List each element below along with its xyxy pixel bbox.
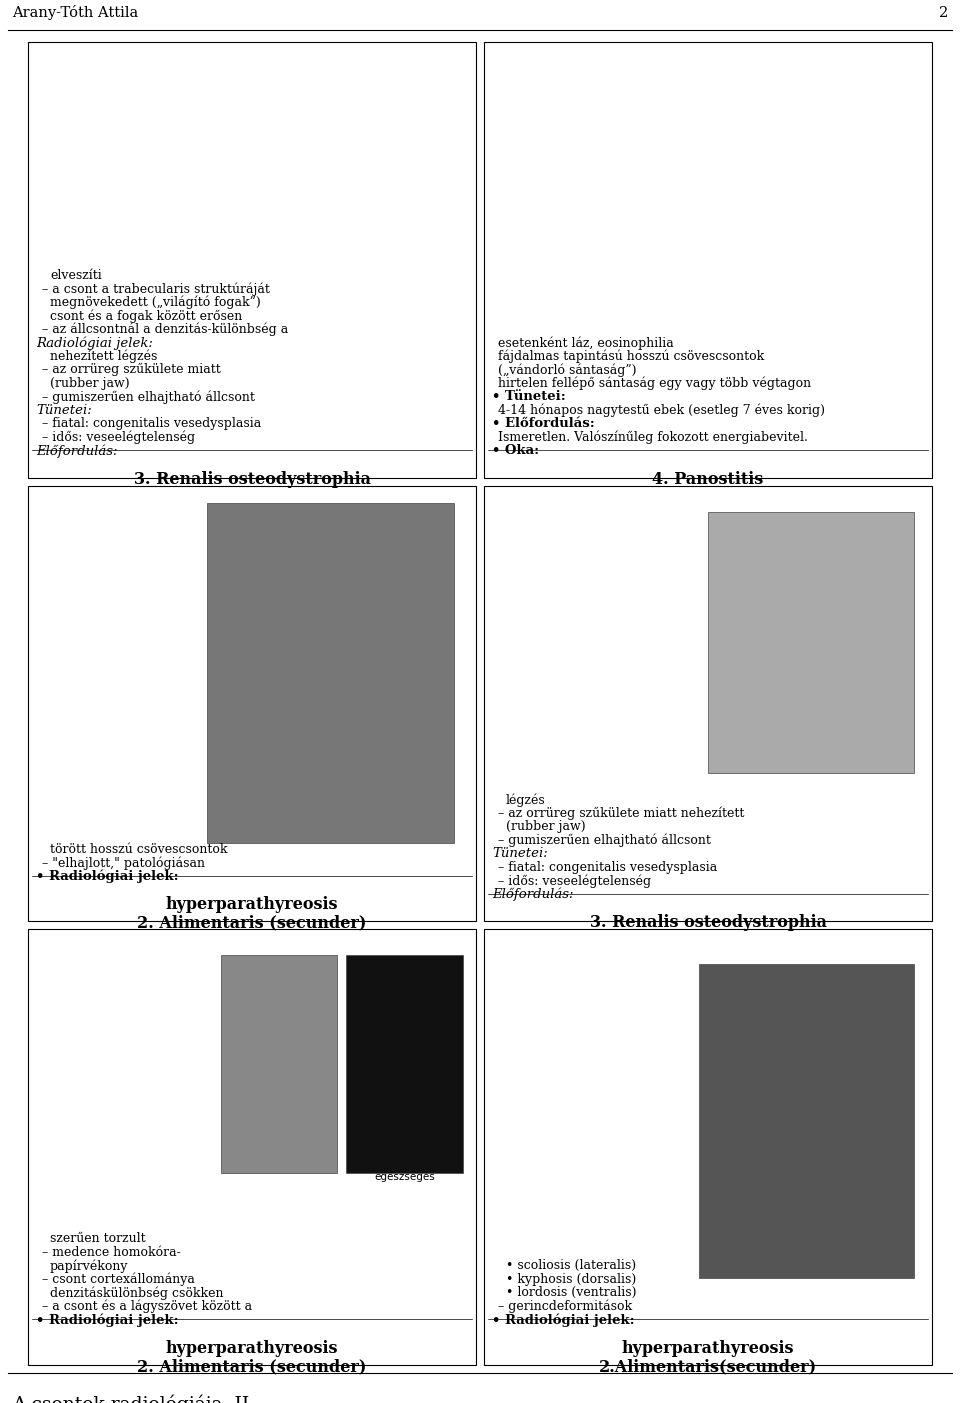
- Text: 2: 2: [939, 6, 948, 20]
- Bar: [699, 964, 914, 1278]
- Text: papírvékony: papírvékony: [50, 1260, 129, 1273]
- Bar: [221, 955, 337, 1173]
- Text: – gumiszerűen elhajtható állcsont: – gumiszerűen elhajtható állcsont: [42, 390, 254, 404]
- Text: • Radiológiai jelek:: • Radiológiai jelek:: [492, 1313, 635, 1327]
- Text: Ismeretlen. Valószínűleg fokozott energiabevitel.: Ismeretlen. Valószínűleg fokozott energi…: [498, 431, 808, 445]
- Text: csont és a fogak között erősen: csont és a fogak között erősen: [50, 309, 242, 323]
- Text: Radiológiai jelek:: Radiológiai jelek:: [36, 337, 153, 349]
- Text: 2. Alimentaris (secunder): 2. Alimentaris (secunder): [137, 915, 367, 932]
- Text: 4. Panostitis: 4. Panostitis: [653, 470, 763, 488]
- Text: • Radiológiai jelek:: • Radiológiai jelek:: [36, 870, 179, 882]
- Text: egészséges: egészséges: [374, 1172, 435, 1181]
- Text: 3. Renalis osteodystrophia: 3. Renalis osteodystrophia: [589, 915, 827, 932]
- Text: – csont cortexállománya: – csont cortexállománya: [42, 1273, 195, 1287]
- Text: („vándorló sántaság”): („vándorló sántaság”): [498, 363, 636, 377]
- Text: 4-14 hónapos nagytestű ebek (esetleg 7 éves korig): 4-14 hónapos nagytestű ebek (esetleg 7 é…: [498, 404, 825, 417]
- Text: – az orrüreg szűkülete miatt: – az orrüreg szűkülete miatt: [42, 363, 221, 376]
- Text: hirtelen fellépő sántaság egy vagy több végtagon: hirtelen fellépő sántaság egy vagy több …: [498, 377, 811, 390]
- Text: megnövekedett („világító fogak”): megnövekedett („világító fogak”): [50, 296, 261, 309]
- FancyBboxPatch shape: [28, 929, 476, 1365]
- FancyBboxPatch shape: [28, 42, 476, 477]
- Text: 2.Alimentaris(secunder): 2.Alimentaris(secunder): [599, 1358, 817, 1375]
- Text: Tünetei:: Tünetei:: [492, 847, 548, 860]
- Bar: [207, 504, 454, 843]
- Text: • kyphosis (dorsalis): • kyphosis (dorsalis): [506, 1273, 636, 1285]
- Text: denzitáskülönbség csökken: denzitáskülönbség csökken: [50, 1287, 224, 1299]
- Text: hyperparathyreosis: hyperparathyreosis: [622, 1340, 794, 1357]
- Text: szerűen torzult: szerűen torzult: [50, 1232, 146, 1246]
- Text: nehezített légzés: nehezített légzés: [50, 349, 157, 363]
- Text: hyperparathyreosis: hyperparathyreosis: [166, 1340, 338, 1357]
- Text: (rubber jaw): (rubber jaw): [50, 377, 130, 390]
- Text: 2. Alimentaris (secunder): 2. Alimentaris (secunder): [137, 1358, 367, 1375]
- Text: – fiatal: congenitalis vesedysplasia: – fiatal: congenitalis vesedysplasia: [42, 417, 261, 431]
- Text: (rubber jaw): (rubber jaw): [506, 821, 586, 833]
- Text: fájdalmas tapintású hosszú csövescsontok: fájdalmas tapintású hosszú csövescsontok: [498, 349, 764, 363]
- Bar: [708, 512, 914, 773]
- FancyBboxPatch shape: [28, 485, 476, 922]
- Text: • Tünetei:: • Tünetei:: [492, 390, 565, 403]
- Text: légzés: légzés: [506, 794, 545, 807]
- Text: – idős: veseelégtelenség: – idős: veseelégtelenség: [42, 431, 195, 445]
- Text: – gerincdeformitások: – gerincdeformitások: [498, 1299, 632, 1313]
- Text: elveszíti: elveszíti: [50, 269, 102, 282]
- Text: – gumiszerűen elhajtható állcsont: – gumiszerűen elhajtható állcsont: [498, 833, 710, 847]
- Text: – medence homokóra-: – medence homokóra-: [42, 1246, 180, 1258]
- Text: A csontok radiológiája  II.: A csontok radiológiája II.: [12, 1395, 255, 1403]
- Text: – az orrüreg szűkülete miatt nehezített: – az orrüreg szűkülete miatt nehezített: [498, 807, 744, 821]
- Text: hyperparathyreosis: hyperparathyreosis: [166, 897, 338, 913]
- Text: Arany-Tóth Attila: Arany-Tóth Attila: [12, 6, 138, 20]
- Text: Tünetei:: Tünetei:: [36, 404, 92, 417]
- Text: 3. Renalis osteodystrophia: 3. Renalis osteodystrophia: [133, 470, 371, 488]
- FancyBboxPatch shape: [484, 485, 932, 922]
- Text: – idős: veseelégtelenség: – idős: veseelégtelenség: [498, 874, 651, 888]
- Text: • Radiológiai jelek:: • Radiológiai jelek:: [36, 1313, 179, 1327]
- Text: Előfordulás:: Előfordulás:: [36, 445, 117, 457]
- Bar: [346, 955, 463, 1173]
- Text: törött hosszú csövescsontok: törött hosszú csövescsontok: [50, 843, 228, 856]
- Text: esetenként láz, eosinophilia: esetenként láz, eosinophilia: [498, 337, 674, 349]
- FancyBboxPatch shape: [484, 929, 932, 1365]
- Text: Előfordulás:: Előfordulás:: [492, 888, 573, 902]
- Text: – "elhajlott," patológiásan: – "elhajlott," patológiásan: [42, 856, 205, 870]
- Text: • Előfordulás:: • Előfordulás:: [492, 417, 595, 431]
- FancyBboxPatch shape: [484, 42, 932, 477]
- Text: • Oka:: • Oka:: [492, 445, 540, 457]
- Text: – az állcsontnál a denzitás-különbség a: – az állcsontnál a denzitás-különbség a: [42, 323, 288, 337]
- Text: – a csont a trabecularis struktúráját: – a csont a trabecularis struktúráját: [42, 282, 270, 296]
- Text: – a csont és a lágyszövet között a: – a csont és a lágyszövet között a: [42, 1299, 252, 1313]
- Text: • lordosis (ventralis): • lordosis (ventralis): [506, 1287, 636, 1299]
- Text: • scoliosis (lateralis): • scoliosis (lateralis): [506, 1260, 636, 1273]
- Text: – fiatal: congenitalis vesedysplasia: – fiatal: congenitalis vesedysplasia: [498, 861, 717, 874]
